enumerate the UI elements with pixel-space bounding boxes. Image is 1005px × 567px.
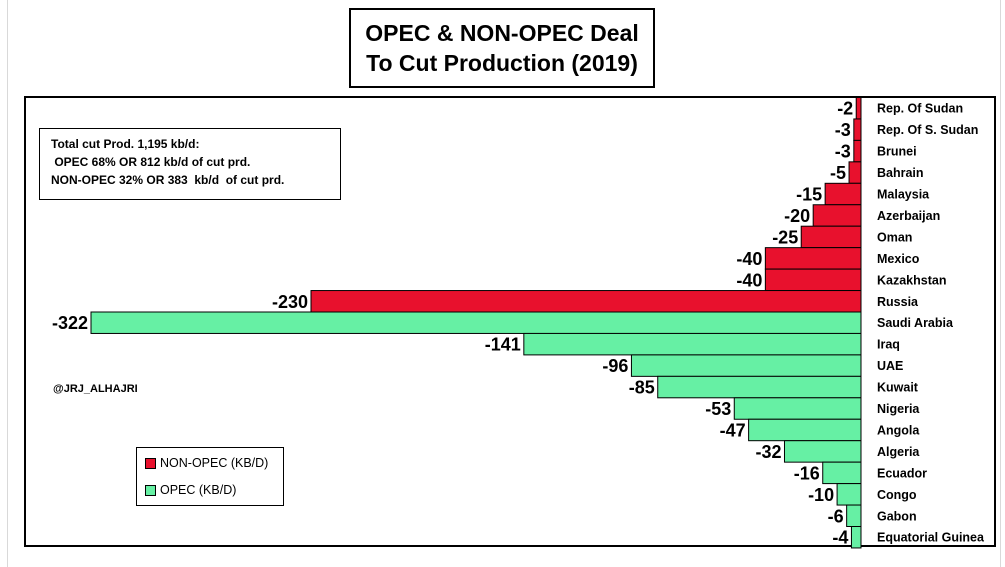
- bar-algeria: [783, 440, 862, 463]
- category-label: Equatorial Guinea: [877, 531, 985, 545]
- legend-label-opec: OPEC (KB/D): [160, 483, 237, 497]
- bar-brunei: [853, 139, 862, 163]
- value-label: -10: [808, 485, 834, 505]
- value-label: -85: [629, 378, 655, 398]
- bar-saudi-arabia: [90, 311, 862, 334]
- bar-russia: [310, 290, 862, 313]
- legend-swatch-opec: [145, 484, 156, 496]
- chart-title-line-1: OPEC & NON-OPEC Deal: [365, 20, 639, 46]
- value-label: -47: [720, 420, 746, 440]
- author-credit: @JRJ_ALHAJRI: [53, 383, 138, 395]
- bar-rep-of-sudan: [855, 97, 862, 120]
- category-label: Brunei: [877, 145, 917, 159]
- category-label: Angola: [877, 423, 920, 437]
- value-label: -5: [830, 163, 846, 183]
- bar-angola: [748, 418, 862, 442]
- category-label: Congo: [877, 488, 917, 502]
- bar-bahrain: [848, 161, 862, 184]
- value-label: -25: [772, 227, 798, 247]
- category-label: Nigeria: [877, 402, 920, 416]
- chart-title: OPEC & NON-OPEC Deal To Cut Production (…: [349, 8, 655, 88]
- bar-kazakhstan: [764, 268, 862, 292]
- value-label: -53: [705, 399, 731, 419]
- category-label: Malaysia: [877, 188, 930, 202]
- value-label: -3: [835, 142, 851, 162]
- category-label: Saudi Arabia: [877, 316, 954, 330]
- bar-mexico: [764, 247, 862, 270]
- bar-nigeria: [733, 397, 862, 420]
- legend-label-non-opec: NON-OPEC (KB/D): [160, 456, 269, 470]
- value-label: -16: [794, 463, 820, 483]
- bar-malaysia: [824, 182, 862, 206]
- bar-gabon: [846, 504, 862, 527]
- value-label: -322: [52, 313, 88, 333]
- bar-ecuador: [822, 461, 862, 485]
- category-label: Russia: [877, 295, 919, 309]
- category-label: Oman: [877, 230, 912, 244]
- bar-kuwait: [657, 375, 862, 399]
- legend-item-non-opec: NON-OPEC (KB/D): [145, 456, 268, 470]
- category-label: Gabon: [877, 509, 917, 523]
- sheet-gridline: [7, 0, 8, 567]
- category-label: Kuwait: [877, 381, 919, 395]
- value-label: -6: [828, 506, 844, 526]
- bar-iraq: [523, 332, 862, 356]
- value-label: -32: [755, 442, 781, 462]
- value-label: -230: [272, 292, 308, 312]
- category-label: Rep. Of S. Sudan: [877, 123, 978, 137]
- category-label: Mexico: [877, 252, 920, 266]
- chart-title-line-2: To Cut Production (2019): [366, 50, 638, 76]
- value-label: -2: [837, 99, 853, 119]
- bar-azerbaijan: [812, 204, 862, 227]
- value-label: -40: [736, 249, 762, 269]
- bar-congo: [836, 483, 862, 506]
- bar-equatorial-guinea: [850, 526, 862, 549]
- value-label: -15: [796, 185, 822, 205]
- value-label: -96: [602, 356, 628, 376]
- category-label: UAE: [877, 359, 903, 373]
- summary-note-line-3: NON-OPEC 32% OR 383 kb/d of cut prd.: [51, 173, 285, 187]
- summary-note: Total cut Prod. 1,195 kb/d: OPEC 68% OR …: [39, 128, 341, 200]
- category-label: Azerbaijan: [877, 209, 940, 223]
- summary-note-line-2: OPEC 68% OR 812 kb/d of cut prd.: [51, 155, 251, 169]
- legend-swatch-non-opec: [145, 457, 156, 469]
- value-label: -141: [485, 335, 521, 355]
- bar-oman: [800, 225, 862, 249]
- category-label: Algeria: [877, 445, 920, 459]
- legend: NON-OPEC (KB/D) OPEC (KB/D): [136, 447, 284, 506]
- bar-uae: [630, 354, 862, 377]
- category-label: Iraq: [877, 338, 900, 352]
- bar-rep-of-s-sudan: [853, 118, 862, 141]
- category-label: Ecuador: [877, 466, 927, 480]
- legend-item-opec: OPEC (KB/D): [145, 483, 236, 497]
- sheet-gridline: [1000, 0, 1001, 567]
- category-label: Rep. Of Sudan: [877, 102, 963, 116]
- value-label: -3: [835, 120, 851, 140]
- value-label: -20: [784, 206, 810, 226]
- category-label: Bahrain: [877, 166, 924, 180]
- value-label: -40: [736, 270, 762, 290]
- category-label: Kazakhstan: [877, 273, 946, 287]
- summary-note-line-1: Total cut Prod. 1,195 kb/d:: [51, 137, 200, 151]
- value-label: -4: [832, 528, 848, 548]
